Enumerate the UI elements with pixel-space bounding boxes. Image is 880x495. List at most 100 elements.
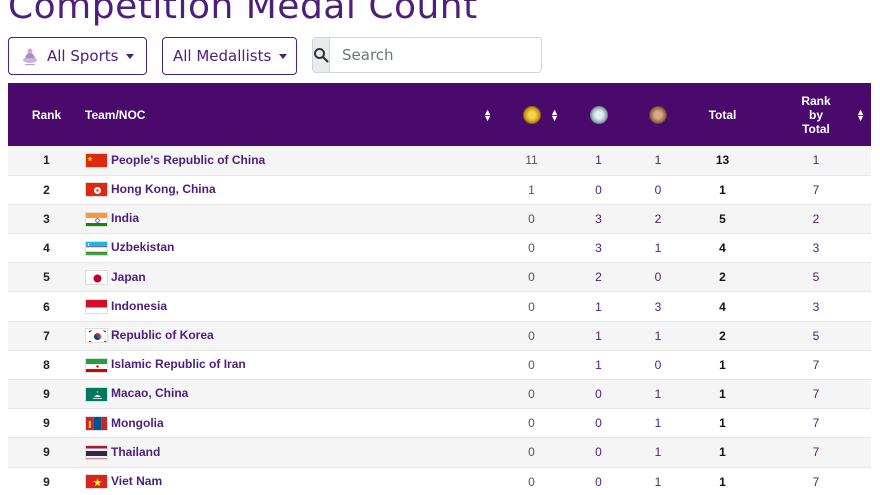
- team-cell[interactable]: Indonesia: [85, 292, 498, 321]
- search-box: [312, 37, 542, 73]
- china-flag-icon: [85, 153, 108, 168]
- team-name[interactable]: Indonesia: [111, 298, 168, 313]
- rank-by-total-cell: 3: [812, 299, 820, 314]
- sport-logo-icon: [23, 48, 37, 66]
- header-gold[interactable]: ▲ ▼: [498, 83, 565, 146]
- team-name[interactable]: Republic of Korea: [111, 328, 214, 343]
- sort-icon[interactable]: ▲ ▼: [856, 106, 865, 123]
- silver-count-cell: 0: [595, 387, 602, 402]
- silver-count-cell: 1: [595, 357, 602, 372]
- table-row[interactable]: 9 Mongolia 0 0 1 1 7: [8, 409, 871, 438]
- bronze-count-cell: 0: [654, 182, 662, 197]
- total-count-cell: 5: [719, 211, 726, 226]
- table-row[interactable]: 4 Uzbekistan 0 3 1 4 3: [8, 234, 871, 263]
- macao-flag-icon: [85, 386, 108, 402]
- header-rank-by-total[interactable]: Rank by Total ▲ ▼: [801, 93, 865, 136]
- rank-by-total-cell: 3: [812, 241, 820, 256]
- rank-cell: 9: [43, 474, 50, 489]
- total-count-cell: 4: [719, 241, 726, 256]
- rank-cell: 7: [43, 328, 50, 343]
- chevron-down-icon: [279, 53, 288, 59]
- viet-nam-flag-icon: [85, 474, 108, 490]
- japan-flag-icon: [85, 270, 108, 285]
- rank-cell: 1: [43, 153, 50, 168]
- rank-by-total-cell: 7: [812, 474, 820, 489]
- team-cell[interactable]: Islamic Republic of Iran: [85, 350, 498, 379]
- bronze-count-cell: 2: [654, 211, 662, 226]
- gold-count-cell: 0: [528, 211, 535, 226]
- gold-count-cell: 0: [528, 270, 535, 285]
- bronze-count-cell: 1: [654, 474, 662, 489]
- search-input[interactable]: [330, 38, 541, 72]
- rank-cell: 9: [43, 387, 50, 402]
- header-total[interactable]: Total: [708, 107, 737, 122]
- table-row[interactable]: 9 Macao, China 0 0 1 1 7: [8, 379, 871, 409]
- gold-medal-icon: [522, 105, 541, 124]
- all-sports-dropdown[interactable]: All Sports: [8, 37, 147, 75]
- team-name[interactable]: Thailand: [111, 444, 161, 459]
- team-name[interactable]: People's Republic of China: [111, 152, 266, 167]
- table-row[interactable]: 9 Viet Nam 0 0 1 1 7: [8, 467, 871, 495]
- total-count-cell: 1: [719, 474, 726, 489]
- team-name[interactable]: Viet Nam: [111, 473, 163, 488]
- team-name[interactable]: India: [111, 211, 140, 226]
- header-silver[interactable]: [565, 83, 632, 146]
- rank-by-total-cell: 7: [812, 387, 820, 402]
- silver-count-cell: 0: [595, 474, 602, 489]
- team-cell[interactable]: Hong Kong, China: [85, 175, 498, 204]
- team-name[interactable]: Hong Kong, China: [111, 182, 216, 197]
- team-name[interactable]: Islamic Republic of Iran: [111, 357, 246, 372]
- total-count-cell: 1: [719, 445, 726, 460]
- header-team[interactable]: Team/NOC ▲ ▼: [85, 106, 492, 123]
- total-count-cell: 1: [719, 182, 726, 197]
- bronze-count-cell: 0: [654, 357, 662, 372]
- total-count-cell: 13: [715, 153, 730, 168]
- rank-by-total-cell: 5: [812, 270, 820, 285]
- team-cell[interactable]: Japan: [85, 263, 498, 292]
- india-flag-icon: [85, 211, 108, 227]
- silver-count-cell: 3: [595, 241, 602, 256]
- sort-icon[interactable]: ▲ ▼: [483, 106, 492, 123]
- bronze-count-cell: 3: [654, 299, 662, 314]
- table-row[interactable]: 8 Islamic Republic of Iran 0 1 0 1 7: [8, 350, 871, 380]
- team-cell[interactable]: India: [85, 204, 498, 233]
- table-row[interactable]: 9 Thailand 0 0 1 1 7: [8, 437, 871, 468]
- team-cell[interactable]: Uzbekistan: [85, 234, 498, 263]
- team-name[interactable]: Japan: [111, 269, 146, 284]
- gold-count-cell: 0: [528, 241, 535, 256]
- team-cell[interactable]: Macao, China: [85, 380, 498, 409]
- team-cell[interactable]: Mongolia: [85, 409, 498, 438]
- team-cell[interactable]: Republic of Korea: [85, 321, 498, 350]
- table-row[interactable]: 1 People's Republic of China 11 1 1 13 1: [8, 146, 871, 176]
- gold-count-cell: 11: [525, 153, 538, 168]
- header-rank[interactable]: Rank: [31, 107, 62, 122]
- uzbekistan-flag-icon: [85, 240, 108, 256]
- bronze-medal-icon: [649, 105, 667, 124]
- sort-icon[interactable]: ▲ ▼: [550, 106, 559, 123]
- silver-count-cell: 1: [595, 328, 602, 343]
- table-row[interactable]: 3 India 0 3 2 5 2: [8, 204, 871, 234]
- team-cell[interactable]: People's Republic of China: [85, 146, 498, 175]
- team-cell[interactable]: Thailand: [85, 438, 498, 467]
- gold-count-cell: 0: [528, 357, 535, 372]
- table-row[interactable]: 7 Republic of Korea 0 1 1 2 5: [8, 321, 871, 351]
- team-name[interactable]: Uzbekistan: [111, 240, 175, 255]
- silver-count-cell: 1: [595, 153, 602, 168]
- bronze-count-cell: 1: [654, 445, 662, 460]
- team-name[interactable]: Mongolia: [111, 415, 164, 430]
- silver-count-cell: 3: [595, 211, 602, 226]
- bronze-count-cell: 1: [654, 328, 662, 343]
- header-bronze[interactable]: [632, 83, 684, 146]
- table-row[interactable]: 2 Hong Kong, China 1 0 0 1 7: [8, 175, 871, 205]
- team-cell[interactable]: Viet Nam: [85, 467, 498, 495]
- team-name[interactable]: Macao, China: [111, 386, 189, 401]
- search-icon[interactable]: [313, 38, 330, 72]
- all-medallists-dropdown[interactable]: All Medallists: [162, 37, 297, 75]
- total-count-cell: 1: [719, 387, 726, 402]
- table-row[interactable]: 6 Indonesia 0 1 3 4 3: [8, 292, 871, 322]
- bronze-count-cell: 0: [654, 270, 662, 285]
- total-count-cell: 4: [719, 299, 726, 314]
- rank-cell: 9: [43, 445, 50, 460]
- all-medallists-label: All Medallists: [173, 47, 272, 65]
- table-row[interactable]: 5 Japan 0 2 0 2 5: [8, 262, 871, 292]
